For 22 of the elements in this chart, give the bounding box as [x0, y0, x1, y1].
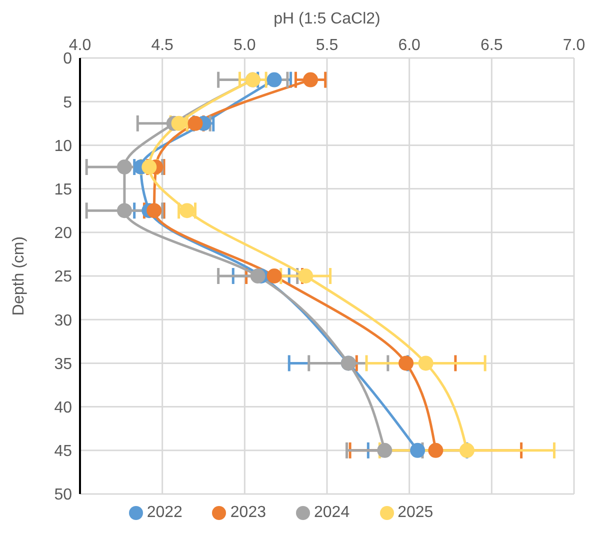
- y-tick-label: 50: [54, 486, 72, 504]
- x-tick-label: 6.0: [398, 37, 421, 54]
- x-tick-label: 6.5: [480, 37, 503, 54]
- legend-label: 2023: [230, 504, 266, 521]
- x-tick-label: 5.0: [234, 37, 256, 54]
- legend-label: 2025: [398, 504, 434, 521]
- x-tick-label: 5.5: [316, 37, 338, 54]
- y-tick-label: 45: [54, 443, 72, 460]
- y-tick-label: 30: [54, 312, 72, 330]
- legend-label: 2022: [146, 504, 182, 521]
- y-tick-label: 35: [54, 356, 72, 373]
- x-axis-title: pH (1:5 CaCl2): [274, 10, 380, 28]
- y-tick-label: 20: [54, 225, 72, 242]
- y-tick-label: 40: [54, 399, 72, 416]
- y-tick-label: 25: [54, 268, 72, 286]
- y-tick-label: 5: [63, 94, 72, 112]
- x-tick-label: 4.5: [151, 37, 174, 54]
- legend-label: 2024: [314, 504, 350, 521]
- y-tick-label: 15: [54, 181, 72, 198]
- y-axis-title: Depth (cm): [10, 236, 28, 316]
- x-tick-label: 7.0: [562, 37, 586, 54]
- y-tick-label: 10: [54, 138, 72, 155]
